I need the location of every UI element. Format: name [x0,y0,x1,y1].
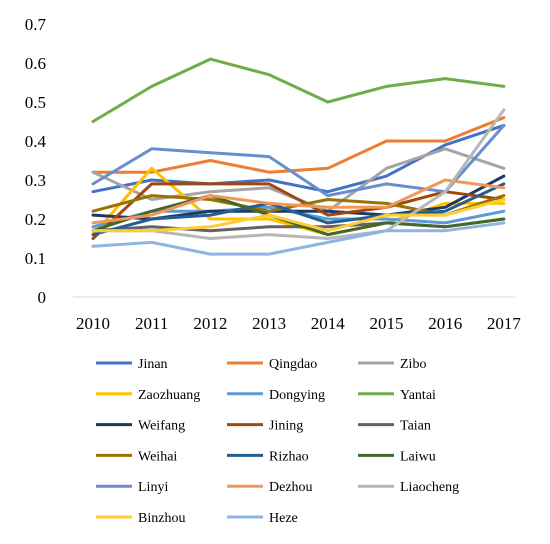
legend-label: Zibo [400,357,426,372]
series-line-jinan [91,123,506,194]
series-line-jining [91,182,506,240]
legend-label: Rizhao [269,449,309,464]
legend-label: Zaozhuang [138,388,200,403]
series-line-qingdao [91,116,506,174]
x-tick-label: 2017 [487,314,522,333]
x-tick-label: 2012 [193,314,227,333]
x-tick-label: 2016 [428,314,462,333]
series-line-heze [91,221,506,256]
y-tick-label: 0.1 [25,249,46,268]
x-tick-label: 2011 [135,314,168,333]
series-line-laiwu [91,194,506,237]
x-tick-label: 2015 [370,314,404,333]
legend-label: Heze [269,511,298,526]
series-line-yantai [91,57,506,123]
legend-label: Weifang [138,419,185,434]
x-tick-label: 2010 [76,314,110,333]
legend-label: Taian [400,419,431,434]
x-tick-label: 2013 [252,314,286,333]
legend: Jinan Qingdao Zibo Zaozhuang Dongying Yantai W… [96,357,459,526]
legend-label: Dezhou [269,480,313,495]
y-tick-label: 0.2 [25,210,46,229]
legend-label: Qingdao [269,357,317,372]
x-tick-label: 2014 [311,314,346,333]
legend-label: Liaocheng [400,480,459,495]
legend-label: Weihai [138,449,177,464]
y-tick-label: 0.5 [25,93,46,112]
legend-label: Jining [269,419,303,434]
series-line-liaocheng [91,108,506,240]
legend-label: Yantai [400,388,436,403]
series-line-binzhou [91,198,506,233]
series-line-linyi [91,123,506,198]
legend-label: Binzhou [138,511,185,526]
legend-label: Linyi [138,480,168,495]
series-line-rizhao [91,182,506,237]
y-tick-label: 0.3 [25,171,46,190]
legend-label: Laiwu [400,449,436,464]
y-tick-label: 0 [38,288,47,307]
legend-label: Dongying [269,388,325,403]
y-tick-label: 0.4 [25,132,47,151]
axes-group: 0 0.1 0.2 0.3 0.4 0.5 0.6 0.7 2010 2011 2012 2013 20… [25,15,522,333]
series-lines [91,57,506,256]
y-tick-label: 0.7 [25,15,47,34]
y-tick-label: 0.6 [25,54,46,73]
series-line-dezhou [91,178,506,225]
legend-label: Jinan [138,357,168,372]
